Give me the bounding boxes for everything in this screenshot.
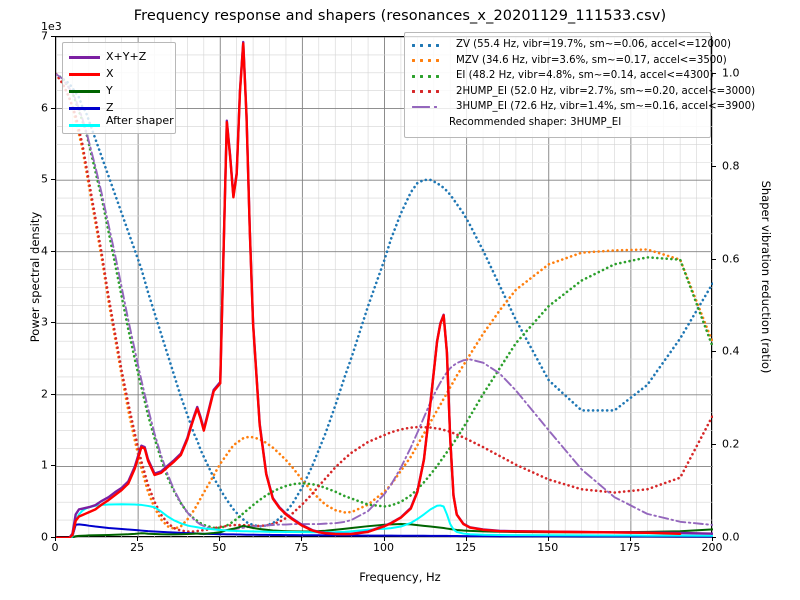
legend-label: ZV (55.4 Hz, vibr=19.7%, sm~=0.06, accel…: [456, 39, 731, 50]
y-tick-mark: [51, 322, 55, 324]
y2-tick-label: 0.6: [722, 252, 740, 266]
x-tick-mark: [465, 537, 467, 541]
legend-color-swatch: [69, 107, 100, 110]
shapers-legend[interactable]: ZV (55.4 Hz, vibr=19.7%, sm~=0.06, accel…: [404, 32, 755, 138]
x-tick-label: 150: [537, 541, 559, 554]
y-axis-label: Power spectral density: [28, 211, 42, 343]
y-tick-mark: [51, 537, 55, 538]
x-tick-label: 175: [619, 541, 641, 554]
y2-tick-label: 0.8: [722, 159, 740, 173]
y-tick-mark: [51, 465, 55, 467]
y-tick-label: 5: [41, 172, 48, 186]
y2-tick-mark: [712, 444, 716, 446]
y-tick-label: 4: [41, 244, 48, 258]
legend-label: Y: [106, 84, 113, 97]
y-tick-label: 6: [41, 101, 48, 115]
y2-tick-label: 0.2: [722, 437, 740, 451]
legend-label: After shaper: [106, 114, 174, 127]
x-tick-mark: [137, 537, 139, 541]
secondary-y-axis-label: Shaper vibration reduction (ratio): [759, 180, 773, 374]
x-tick-label: 100: [373, 541, 394, 554]
legend-color-swatch: [412, 90, 446, 93]
x-tick-mark: [547, 537, 549, 541]
legend-label: EI (48.2 Hz, vibr=4.8%, sm~=0.14, accel<…: [456, 70, 714, 81]
legend-label: Z: [106, 101, 114, 114]
x-tick-label: 200: [701, 541, 723, 554]
legend-color-swatch: [412, 59, 446, 62]
x-tick-label: 25: [130, 541, 145, 554]
legend-label: 2HUMP_EI (52.0 Hz, vibr=2.7%, sm~=0.20, …: [456, 85, 756, 97]
x-tick-mark: [712, 537, 713, 541]
y-tick-label: 7: [41, 29, 48, 43]
legend-color-swatch: [69, 90, 100, 93]
x-tick-mark: [629, 537, 631, 541]
legend-color-swatch: [412, 105, 446, 109]
y2-tick-label: 1.0: [722, 66, 740, 80]
x-tick-label: 125: [455, 541, 477, 554]
data-layer: [56, 40, 713, 538]
y2-tick-mark: [712, 165, 716, 167]
x-tick-mark: [55, 537, 56, 541]
legend-color-swatch: [69, 56, 100, 59]
y2-tick-mark: [712, 537, 716, 538]
x-tick-mark: [383, 537, 385, 541]
x-axis-label: Frequency, Hz: [359, 570, 441, 584]
y-tick-label: 1: [41, 458, 48, 472]
recommended-shaper-note: Recommended shaper: 3HUMP_EI: [449, 116, 622, 128]
x-tick-mark: [219, 537, 221, 541]
y-tick-mark: [51, 250, 55, 252]
y2-tick-mark: [712, 73, 716, 75]
legend-label: X: [106, 67, 114, 80]
legend-label: 3HUMP_EI (72.6 Hz, vibr=1.4%, sm~=0.16, …: [456, 101, 756, 112]
y-tick-label: 3: [41, 315, 48, 329]
y-axis-exponent-label: 1e3: [41, 20, 62, 33]
y2-tick-label: 0.0: [722, 530, 740, 544]
legend-color-swatch: [69, 73, 100, 76]
x-tick-label: 0: [51, 541, 59, 554]
legend-label: X+Y+Z: [106, 50, 147, 63]
legend-color-swatch: [412, 74, 446, 78]
legend-color-swatch: [412, 43, 446, 47]
y2-tick-label: 0.4: [722, 344, 740, 358]
y-tick-label: 2: [41, 387, 48, 401]
y2-tick-mark: [712, 258, 716, 260]
chart-title: Frequency response and shapers (resonanc…: [133, 8, 667, 24]
x-tick-mark: [301, 537, 303, 541]
legend-color-swatch: [69, 124, 100, 127]
x-tick-label: 75: [294, 541, 309, 554]
y-tick-mark: [51, 179, 55, 181]
y-tick-mark: [51, 107, 55, 109]
y-tick-mark: [51, 36, 55, 37]
y2-tick-mark: [712, 351, 716, 353]
legend-label: MZV (34.6 Hz, vibr=3.6%, sm~=0.17, accel…: [456, 54, 727, 66]
y-tick-mark: [51, 393, 55, 395]
y-tick-label: 0: [41, 530, 48, 544]
x-tick-label: 50: [212, 541, 227, 554]
axes-legend[interactable]: X+Y+Z X Y Z After shaper: [62, 42, 176, 134]
